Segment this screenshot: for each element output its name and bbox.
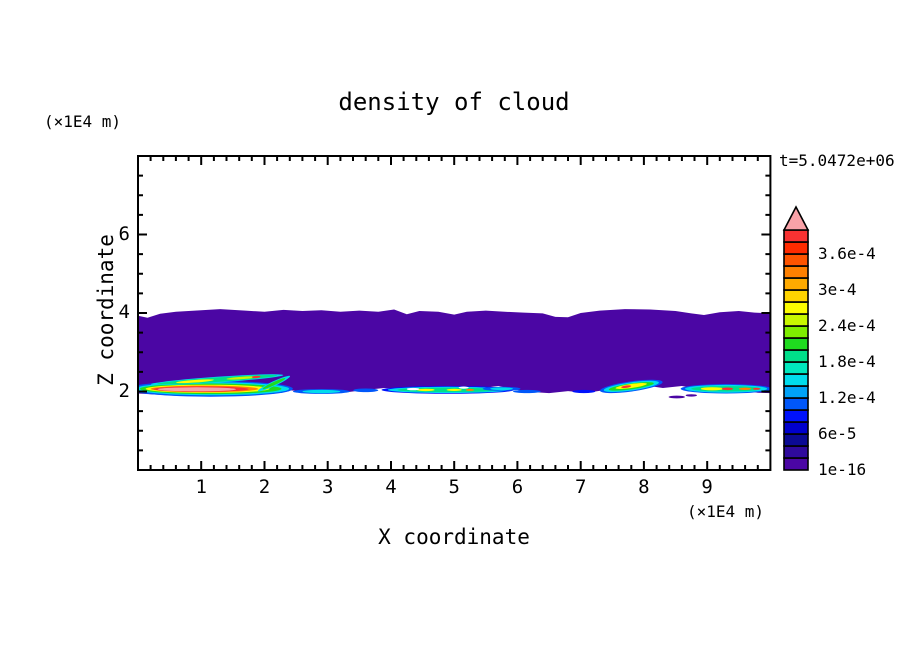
cloud-band — [138, 309, 771, 396]
contour-feature-detached-fleck-1 — [668, 395, 685, 399]
colorbar-segment — [783, 385, 809, 399]
colorbar-overflow-arrow — [782, 205, 810, 231]
contour-layer — [353, 388, 379, 393]
contour-layer — [490, 387, 513, 391]
colorbar-segment — [783, 349, 809, 363]
contour-layer — [416, 388, 435, 392]
contour-feature-streak-x29 — [292, 389, 350, 394]
contour-layer — [668, 395, 685, 399]
colorbar-segment — [783, 277, 809, 291]
colorbar-segment — [783, 229, 809, 243]
colorbar-segment — [783, 421, 809, 435]
colorbar-segment — [783, 241, 809, 255]
x-tick-label: 3 — [321, 476, 334, 498]
y-axis-unit-label: (×1E4 m) — [44, 112, 122, 131]
colorbar-segment — [783, 265, 809, 279]
contour-feature-right-streak — [680, 384, 771, 394]
colorbar-label: 2.4e-4 — [818, 316, 876, 335]
contour-layer — [262, 378, 286, 390]
contour-layer — [226, 376, 259, 380]
contour-layer — [465, 388, 475, 391]
colorbar-label: 1.2e-4 — [818, 388, 876, 407]
y-tick-label: 4 — [118, 301, 130, 323]
x-tick-label: 9 — [701, 476, 713, 498]
contour-layer — [157, 387, 236, 392]
x-tick-label: 5 — [448, 476, 460, 498]
colorbar-label: 6e-5 — [818, 424, 857, 443]
contour-layer — [251, 375, 261, 379]
contour-feature-streak-x36 — [353, 388, 379, 393]
colorbar-label: 1e-16 — [818, 460, 867, 479]
plot-title: density of cloud — [338, 88, 570, 116]
contour-feature-detached-fleck-2 — [685, 394, 697, 397]
x-tick-label: 6 — [511, 476, 524, 498]
axis-ticks — [138, 156, 771, 470]
contour-layer — [446, 388, 462, 391]
colorbar-segment — [783, 301, 809, 315]
contour-layer — [176, 379, 214, 384]
colorbar-segment — [783, 397, 809, 411]
x-tick-label: 1 — [195, 476, 207, 498]
contour-feature-speck-x61 — [513, 389, 541, 394]
colorbar-segment — [783, 433, 809, 447]
colorbar-segment — [783, 373, 809, 387]
colorbar-segment — [783, 337, 809, 351]
contour-feature-left-plume — [138, 380, 293, 397]
contour-layer — [458, 386, 469, 389]
x-tick-label: 4 — [385, 476, 397, 498]
x-tick-label: 8 — [638, 476, 650, 498]
contour-layer — [621, 385, 632, 389]
x-tick-label: 2 — [258, 476, 271, 498]
colorbar-segment — [783, 457, 809, 471]
x-axis-title: X coordinate — [378, 525, 530, 549]
colorbar-segment — [783, 253, 809, 267]
contour-feature-white-hole-1 — [406, 387, 420, 391]
contour-layer — [738, 387, 752, 390]
y-tick-label: 2 — [118, 379, 130, 402]
colorbar-label: 3e-4 — [818, 280, 857, 299]
colorbar-segment — [783, 409, 809, 423]
contour-layer — [700, 387, 724, 391]
x-tick-label: 7 — [574, 476, 587, 498]
contour-layer — [406, 387, 420, 391]
colorbar-segment — [783, 313, 809, 327]
colorbar-segment — [783, 289, 809, 303]
time-label: t=5.0472e+06 — [779, 151, 895, 170]
colorbar-label: 3.6e-4 — [818, 244, 876, 263]
contour-feature-left-plume-upper-streak — [150, 374, 284, 386]
contour-feature-right-squiggle — [599, 379, 663, 394]
contour-feature-mid-streak-tail — [482, 386, 521, 391]
contour-layer — [721, 387, 734, 391]
contour-layer — [302, 389, 341, 394]
contour-feature-white-hole-2 — [458, 386, 469, 389]
colorbar — [782, 205, 810, 471]
contour-layer — [752, 387, 761, 390]
colorbar-segment — [783, 361, 809, 375]
contour-fill-layer — [138, 309, 771, 399]
contour-feature-speck-x70 — [572, 389, 596, 394]
contour-layer — [572, 389, 596, 394]
y-tick-label: 6 — [118, 222, 130, 245]
colorbar-segment — [783, 325, 809, 339]
colorbar-label: 1.8e-4 — [818, 352, 876, 371]
contour-layer — [685, 394, 697, 397]
contour-feature-left-plume-tip — [257, 375, 291, 392]
colorbar-segment — [783, 445, 809, 459]
contour-layer — [513, 389, 541, 394]
x-axis-unit-label: (×1E4 m) — [687, 502, 765, 521]
